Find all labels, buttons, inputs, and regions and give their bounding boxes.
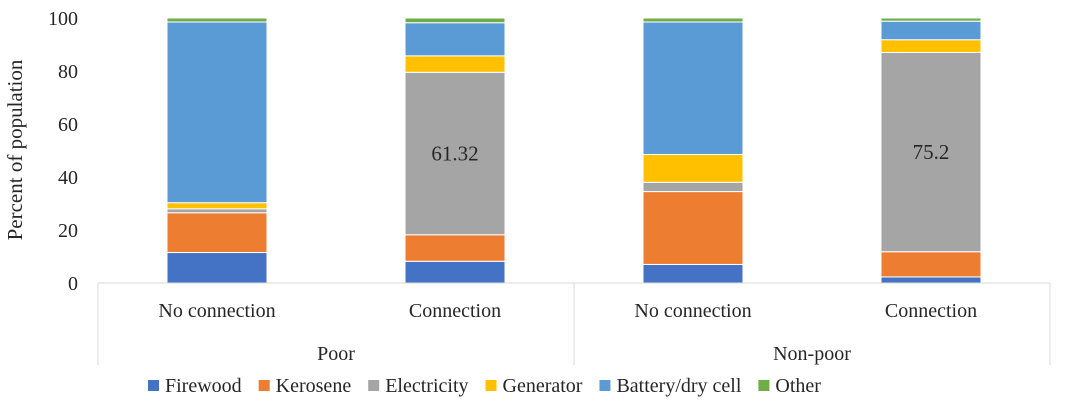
data-labels: 61.32 75.2 xyxy=(431,140,949,165)
bar-segment-firewood xyxy=(880,276,982,284)
x-tick-label: No connection xyxy=(158,300,275,322)
bar-segment-generator xyxy=(880,39,982,53)
bar-segment-other xyxy=(880,17,982,22)
legend-item-kerosene: Kerosene xyxy=(258,375,352,397)
bar-segment-battery-dry-cell xyxy=(642,21,744,155)
data-label: 61.32 xyxy=(431,142,478,166)
legend-swatch xyxy=(485,380,497,391)
legend-label: Other xyxy=(775,375,821,397)
bar-segment-other xyxy=(404,17,506,24)
y-tick-label: 40 xyxy=(58,167,78,189)
legend-swatch xyxy=(758,380,770,391)
bar-segment-kerosene xyxy=(166,212,268,254)
bar-segment-generator xyxy=(404,55,506,73)
group-label: Poor xyxy=(317,343,355,365)
legend-swatch xyxy=(599,380,611,391)
legend-label: Generator xyxy=(503,375,583,397)
bar-segment-kerosene xyxy=(880,251,982,278)
bar-segment-electricity xyxy=(166,208,268,214)
y-tick-label: 20 xyxy=(58,220,78,242)
bar-segment-kerosene xyxy=(642,191,744,265)
bar-segment-battery-dry-cell xyxy=(404,22,506,57)
bar-segment-generator xyxy=(166,202,268,210)
legend-swatch xyxy=(258,380,270,391)
bars xyxy=(166,17,982,284)
bar-segment-battery-dry-cell xyxy=(166,21,268,204)
x-tick-label: No connection xyxy=(634,300,751,322)
y-axis-ticks: 0 20 40 60 80 100 xyxy=(48,8,78,295)
legend-label: Firewood xyxy=(165,375,242,397)
legend-swatch xyxy=(368,380,380,391)
bar-segment-electricity xyxy=(642,181,744,193)
legend-item-battery-dry-cell: Battery/dry cell xyxy=(599,375,742,397)
bar-segment-electricity xyxy=(404,71,506,236)
legend-label: Kerosene xyxy=(276,375,352,397)
bar-segment-other xyxy=(642,17,744,23)
bar-segment-firewood xyxy=(166,252,268,284)
y-axis-label: Percent of population xyxy=(3,59,27,240)
legend-swatch xyxy=(148,380,159,391)
x-tick-label: Connection xyxy=(409,300,501,322)
legend-item-firewood: Firewood xyxy=(148,375,242,397)
y-tick-label: 60 xyxy=(58,114,78,136)
legend-item-other: Other xyxy=(758,375,821,397)
bar-segment-firewood xyxy=(404,260,506,284)
legend-item-electricity: Electricity xyxy=(368,375,469,397)
legend-item-generator: Generator xyxy=(485,375,583,397)
data-label: 75.2 xyxy=(913,140,950,164)
x-tick-label: Connection xyxy=(885,300,977,322)
x-axis: No connection Connection Poor No connection… xyxy=(97,282,1051,365)
bar-segment-kerosene xyxy=(404,234,506,262)
group-label: Non-poor xyxy=(773,343,851,365)
bar-segment-electricity xyxy=(880,51,982,253)
y-tick-label: 100 xyxy=(48,8,78,30)
bar-segment-battery-dry-cell xyxy=(880,20,982,41)
y-tick-label: 80 xyxy=(58,61,78,83)
legend-label: Battery/dry cell xyxy=(616,375,741,397)
legend-label: Electricity xyxy=(385,375,468,397)
bar-segment-other xyxy=(166,17,268,23)
bar-segment-generator xyxy=(642,153,744,183)
bar-segment-firewood xyxy=(642,263,744,284)
y-tick-label: 0 xyxy=(68,273,78,295)
legend: Firewood Kerosene Electricity Generator Batt… xyxy=(148,375,821,397)
